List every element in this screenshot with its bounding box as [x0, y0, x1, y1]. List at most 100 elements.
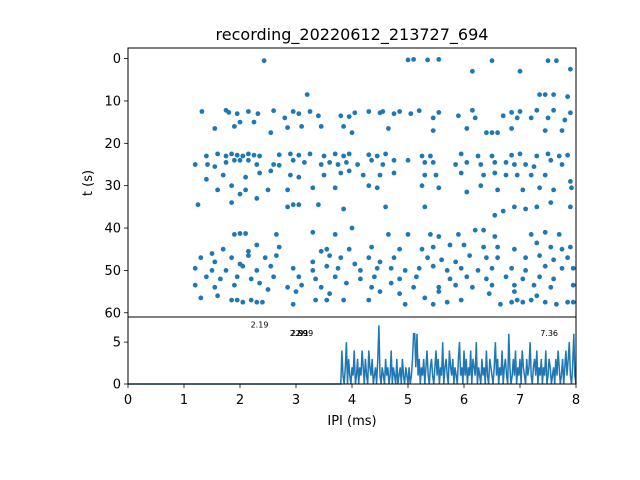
spike-point	[192, 162, 198, 167]
spike-point	[419, 183, 425, 189]
chart-title: recording_20220612_213727_694	[216, 25, 489, 45]
y-tick-label: 40	[104, 222, 121, 237]
peak-annotation: 7.36	[540, 329, 558, 338]
spike-point	[372, 274, 377, 280]
spike-point	[453, 259, 458, 265]
spike-point	[285, 187, 290, 193]
spike-point	[458, 265, 464, 271]
spike-point	[534, 107, 540, 113]
peak-annotation: 2.91	[291, 329, 309, 338]
spike-point	[402, 301, 408, 307]
spike-point	[341, 297, 346, 303]
spike-point	[489, 58, 495, 64]
spike-point	[439, 257, 444, 263]
spike-point	[316, 202, 321, 208]
spike-point	[419, 153, 425, 159]
spike-point	[198, 295, 204, 301]
spike-point	[274, 232, 279, 237]
spike-point	[481, 172, 486, 178]
spike-point	[296, 152, 302, 158]
spike-point	[271, 108, 276, 114]
spike-point	[327, 160, 332, 165]
spike-point	[282, 115, 288, 121]
spike-point	[240, 153, 246, 159]
x-tick-label: 0	[124, 393, 132, 408]
spike-point	[318, 248, 324, 254]
spike-point	[503, 274, 509, 280]
spike-point	[388, 280, 394, 286]
spike-point	[486, 291, 492, 297]
spike-point	[397, 276, 402, 282]
spike-point	[509, 152, 514, 158]
spike-point	[397, 291, 402, 297]
spike-point	[366, 152, 372, 158]
spike-point	[492, 212, 498, 218]
spike-point	[570, 265, 576, 271]
spike-point	[568, 66, 573, 72]
spike-point	[265, 287, 271, 292]
spike-point	[453, 162, 458, 167]
spike-point	[234, 297, 240, 303]
x-tick-label: 2	[236, 393, 244, 408]
spike-point	[444, 299, 450, 305]
raster-y-ticks: 0 10 20 30 40 50 60	[104, 52, 128, 321]
spike-point	[436, 284, 442, 290]
spike-point	[397, 246, 402, 252]
spike-point	[453, 282, 458, 288]
spike-point	[419, 246, 425, 252]
spike-point	[232, 232, 237, 237]
spike-point	[223, 160, 229, 165]
spike-point	[422, 204, 428, 210]
spike-point	[246, 248, 251, 254]
spike-point	[352, 110, 358, 116]
spike-point	[374, 153, 380, 159]
spike-point	[332, 185, 338, 191]
spike-point	[523, 162, 528, 167]
spike-point	[512, 162, 517, 167]
spike-point	[481, 227, 486, 233]
spike-point	[257, 280, 262, 286]
spike-point	[447, 242, 453, 248]
raster-points	[192, 57, 576, 307]
y-tick-label: 30	[104, 179, 121, 194]
spike-point	[514, 115, 520, 121]
spike-point	[548, 200, 554, 206]
y-tick-label: 60	[104, 306, 121, 321]
x-tick-label: 8	[572, 393, 580, 408]
spike-point	[254, 162, 260, 167]
spike-point	[251, 152, 257, 158]
spike-point	[517, 68, 523, 74]
spike-point	[341, 153, 346, 159]
spike-point	[548, 244, 554, 250]
spike-point	[254, 196, 260, 201]
spike-point	[492, 170, 498, 176]
spike-point	[346, 151, 352, 157]
spike-point	[349, 130, 355, 136]
spike-point	[569, 185, 574, 191]
spike-point	[562, 117, 568, 123]
x-tick-label: 7	[516, 393, 524, 408]
spike-point	[220, 246, 226, 252]
spike-point	[551, 257, 556, 263]
spike-point	[226, 110, 232, 115]
spike-point	[484, 130, 489, 136]
spike-point	[523, 268, 528, 273]
spike-point	[568, 110, 573, 116]
spike-point	[290, 109, 296, 114]
spike-point	[428, 153, 433, 159]
spike-point	[358, 276, 363, 282]
spike-point	[310, 268, 316, 273]
spike-point	[542, 128, 548, 134]
spike-point	[237, 191, 243, 197]
spike-point	[209, 268, 215, 273]
spike-point	[554, 301, 559, 307]
histogram-y-ticks: 05	[113, 336, 128, 393]
spike-point	[509, 265, 514, 271]
spike-point	[327, 253, 332, 258]
spike-point	[545, 115, 551, 121]
spike-point	[341, 124, 346, 129]
spike-point	[332, 274, 338, 280]
spike-point	[464, 274, 470, 280]
spike-point	[467, 253, 472, 258]
